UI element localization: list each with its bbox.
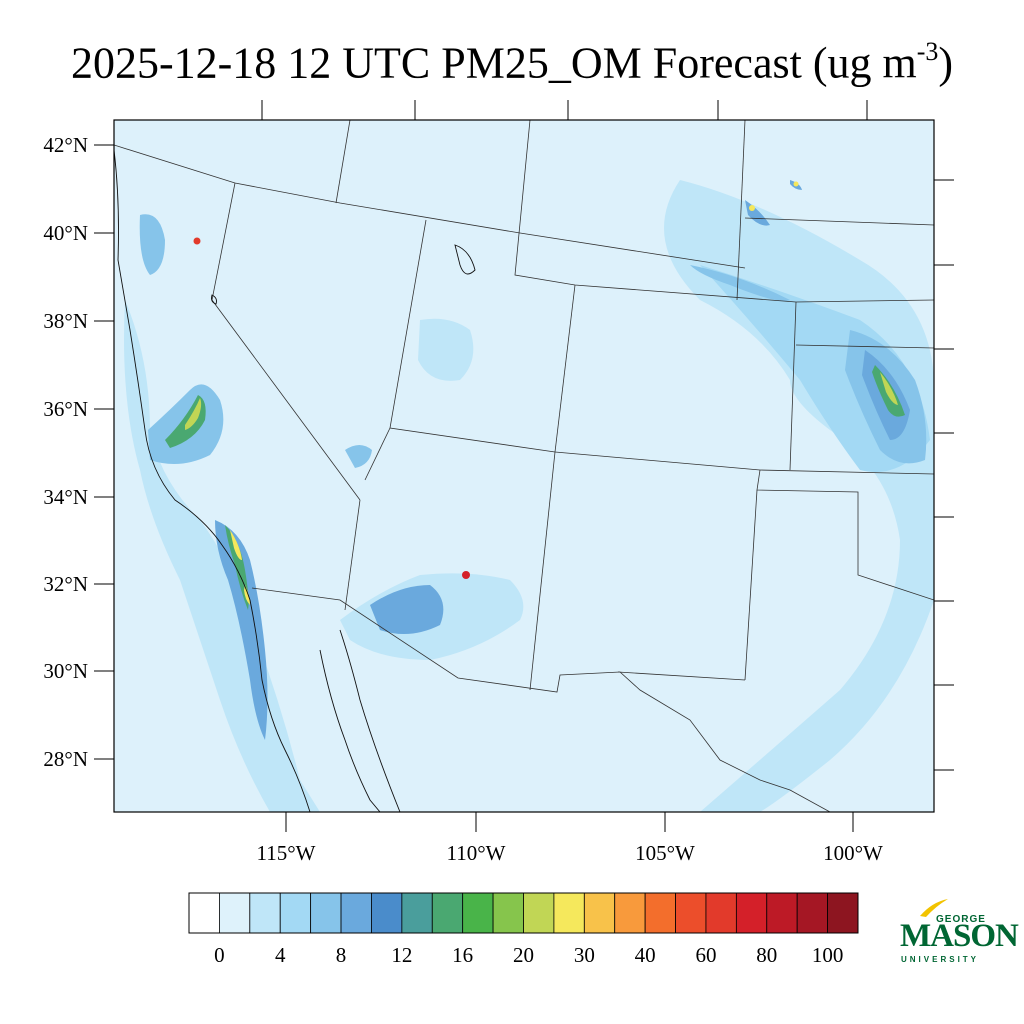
colorbar-segment — [583, 892, 616, 934]
lat-tick-label: 30°N — [43, 659, 88, 683]
colorbar-segment — [188, 892, 220, 934]
lon-tick-label: 100°W — [823, 841, 883, 865]
colorbar-segment — [644, 892, 676, 934]
title-text: 2025-12-18 12 UTC PM25_OM Forecast (ug m — [70, 38, 917, 88]
colorbar-segment — [279, 892, 312, 934]
lon-tick-label: 115°W — [257, 841, 316, 865]
colorbar-label: 30 — [574, 943, 595, 967]
lat-tick-label: 32°N — [43, 572, 88, 596]
logo-george: GEORGE — [936, 914, 986, 925]
lat-tick-label: 28°N — [43, 747, 88, 771]
colorbar-segment — [371, 892, 403, 934]
colorbar-label: 60 — [695, 943, 716, 967]
longitude-axis: 115°W 110°W 105°W 100°W — [257, 100, 883, 865]
colorbar-segment — [796, 892, 828, 934]
map-panel — [113, 119, 935, 813]
socal-outer — [215, 520, 268, 740]
great-basin-patch — [139, 214, 165, 275]
state-borders — [114, 120, 934, 812]
las-vegas-patch — [345, 445, 372, 468]
latitude-axis: 42°N 40°N 38°N 36°N 34°N 32°N 30°N 28°N — [43, 133, 954, 771]
arizona-peak — [462, 571, 470, 579]
colorbar-segment — [705, 892, 737, 934]
lon-tick-label: 110°W — [447, 841, 506, 865]
map-frame — [113, 119, 935, 813]
colorbar-label: 8 — [336, 943, 347, 967]
northeast-streak — [690, 265, 790, 301]
colorbar-label: 4 — [275, 943, 286, 967]
colorbar-segment — [523, 892, 555, 934]
colorbar-segment — [675, 892, 707, 934]
colorbar-segment — [249, 892, 281, 934]
colorbar-label: 16 — [452, 943, 473, 967]
colorbar-label: 0 — [214, 943, 225, 967]
colorbar-segment — [827, 892, 859, 934]
logo-swoosh — [920, 899, 948, 917]
colorbar-label: 80 — [756, 943, 777, 967]
lon-tick-label: 105°W — [635, 841, 695, 865]
northeast-peak-1 — [749, 205, 755, 211]
lat-tick-label: 38°N — [43, 309, 88, 333]
logo-mason: MASON — [900, 918, 1019, 954]
logo-university: UNIVERSITY — [901, 955, 980, 964]
colorbar-segment — [735, 892, 768, 934]
colorbar-segment — [553, 892, 585, 934]
gmu-logo: GEORGE MASON UNIVERSITY — [898, 898, 1019, 970]
great-basin-peak — [193, 237, 201, 245]
arizona-core — [370, 585, 444, 634]
socal-core — [225, 525, 249, 610]
colorbar-segment — [219, 892, 251, 934]
northeast-peak-2 — [793, 181, 799, 187]
colorbar: 0 4 8 12 16 20 30 40 60 80 100 — [188, 892, 859, 967]
colorbar-segment — [614, 892, 646, 934]
colorbar-segment — [340, 892, 372, 934]
plains-hotspot-peak — [880, 372, 898, 405]
colorbar-label: 12 — [391, 943, 412, 967]
colorbar-label: 100 — [812, 943, 844, 967]
lat-tick-label: 36°N — [43, 397, 88, 421]
lat-tick-label: 40°N — [43, 221, 88, 245]
northeast-spots — [745, 180, 802, 226]
colorbar-frame — [188, 892, 859, 934]
utah-patch — [418, 318, 474, 381]
title-closing: ) — [938, 38, 954, 88]
colorbar-segment — [766, 892, 798, 934]
lat-tick-label: 42°N — [43, 133, 88, 157]
colorbar-segment — [401, 892, 433, 934]
colorbar-segment — [492, 892, 524, 934]
title-superscript: -3 — [916, 37, 939, 66]
colorbar-segment — [431, 892, 464, 934]
colorbar-segment — [310, 892, 342, 934]
colorbar-label: 40 — [635, 943, 656, 967]
coastline — [114, 149, 476, 812]
map-title: 2025-12-18 12 UTC PM25_OM Forecast (ug m… — [0, 26, 1024, 92]
central-valley-peak — [185, 398, 202, 430]
lat-tick-label: 34°N — [43, 485, 88, 509]
concentration-field — [124, 180, 934, 812]
colorbar-label: 20 — [513, 943, 534, 967]
colorbar-segment — [462, 892, 494, 934]
